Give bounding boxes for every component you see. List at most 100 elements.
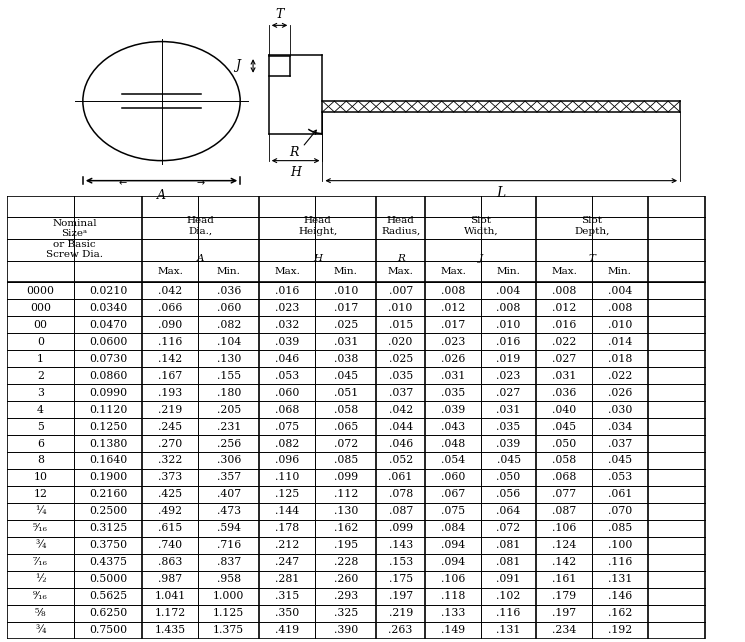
Text: ¾: ¾ <box>35 625 45 636</box>
Text: .075: .075 <box>275 422 299 431</box>
Text: .153: .153 <box>389 557 413 568</box>
Text: 0.2500: 0.2500 <box>89 507 127 516</box>
Text: .056: .056 <box>496 489 521 499</box>
Text: .231: .231 <box>217 422 241 431</box>
Text: .068: .068 <box>275 404 299 415</box>
Text: 0.2160: 0.2160 <box>89 489 127 499</box>
Text: .102: .102 <box>496 591 521 602</box>
Text: .054: .054 <box>441 455 465 465</box>
Text: R: R <box>289 146 299 159</box>
Text: ¾: ¾ <box>35 541 45 550</box>
Text: .040: .040 <box>552 404 577 415</box>
Text: .270: .270 <box>158 438 183 449</box>
Text: 1.435: 1.435 <box>155 625 186 636</box>
Text: 10: 10 <box>34 473 48 483</box>
Text: 2: 2 <box>37 370 44 381</box>
Text: ⅝: ⅝ <box>35 609 45 618</box>
Text: .004: .004 <box>608 286 632 296</box>
Text: .106: .106 <box>441 575 465 584</box>
Text: .594: .594 <box>217 523 241 534</box>
Text: 1.000: 1.000 <box>213 591 244 602</box>
Text: .043: .043 <box>441 422 465 431</box>
Text: 0.5625: 0.5625 <box>89 591 127 602</box>
Text: 0.0470: 0.0470 <box>89 320 127 329</box>
Text: ⁵⁄₁₆: ⁵⁄₁₆ <box>33 523 48 534</box>
Text: .027: .027 <box>496 388 521 397</box>
Text: .045: .045 <box>608 455 632 465</box>
Text: .017: .017 <box>334 302 358 313</box>
Text: .234: .234 <box>552 625 577 636</box>
Text: 0.1250: 0.1250 <box>89 422 127 431</box>
Text: .008: .008 <box>496 302 521 313</box>
Text: .118: .118 <box>441 591 465 602</box>
Text: 3: 3 <box>37 388 44 397</box>
Text: .061: .061 <box>388 473 413 483</box>
Text: .106: .106 <box>552 523 577 534</box>
Text: .012: .012 <box>441 302 465 313</box>
Text: J: J <box>479 254 483 263</box>
Text: .058: .058 <box>334 404 358 415</box>
Text: 0.3750: 0.3750 <box>89 541 127 550</box>
Text: .035: .035 <box>389 370 413 381</box>
Text: Max.: Max. <box>387 267 413 276</box>
Text: .026: .026 <box>441 354 465 363</box>
Text: .260: .260 <box>334 575 358 584</box>
Text: 0.1120: 0.1120 <box>89 404 127 415</box>
Text: ⁹⁄₁₆: ⁹⁄₁₆ <box>33 591 48 602</box>
Text: .023: .023 <box>441 336 465 347</box>
Text: .096: .096 <box>275 455 299 465</box>
Text: .058: .058 <box>552 455 577 465</box>
Text: .016: .016 <box>496 336 521 347</box>
Text: .133: .133 <box>441 609 465 618</box>
Text: .256: .256 <box>217 438 241 449</box>
Text: 5: 5 <box>37 422 44 431</box>
Text: .036: .036 <box>217 286 241 296</box>
Text: .082: .082 <box>217 320 241 329</box>
Text: Head
Dia.,: Head Dia., <box>187 216 215 236</box>
Text: 1: 1 <box>37 354 44 363</box>
Text: .958: .958 <box>217 575 241 584</box>
Text: .060: .060 <box>217 302 241 313</box>
Text: .146: .146 <box>608 591 632 602</box>
Text: .492: .492 <box>158 507 183 516</box>
Text: 0.0210: 0.0210 <box>89 286 127 296</box>
Text: Max.: Max. <box>551 267 577 276</box>
Text: .027: .027 <box>552 354 577 363</box>
Text: 6: 6 <box>37 438 44 449</box>
Text: .039: .039 <box>496 438 521 449</box>
Text: .070: .070 <box>608 507 632 516</box>
Text: R: R <box>397 254 405 263</box>
Text: .017: .017 <box>441 320 465 329</box>
Text: 00: 00 <box>34 320 48 329</box>
Text: 0.0990: 0.0990 <box>89 388 127 397</box>
Text: 0000: 0000 <box>26 286 54 296</box>
Text: .023: .023 <box>496 370 521 381</box>
Text: .051: .051 <box>334 388 358 397</box>
Text: H: H <box>313 254 322 263</box>
Text: ½: ½ <box>35 575 45 584</box>
Text: 0.0730: 0.0730 <box>89 354 127 363</box>
Text: .060: .060 <box>441 473 465 483</box>
Text: .022: .022 <box>608 370 632 381</box>
Text: .060: .060 <box>275 388 299 397</box>
Text: 0.3125: 0.3125 <box>89 523 127 534</box>
Text: .125: .125 <box>275 489 299 499</box>
Text: .066: .066 <box>158 302 183 313</box>
Text: .863: .863 <box>158 557 183 568</box>
Text: .042: .042 <box>158 286 183 296</box>
Text: .131: .131 <box>608 575 632 584</box>
Text: 8: 8 <box>37 455 44 465</box>
Text: 0.6250: 0.6250 <box>89 609 127 618</box>
Text: .197: .197 <box>552 609 576 618</box>
Text: .010: .010 <box>608 320 632 329</box>
Text: .067: .067 <box>441 489 465 499</box>
Text: .045: .045 <box>552 422 576 431</box>
Text: .425: .425 <box>158 489 183 499</box>
Text: .390: .390 <box>334 625 358 636</box>
Text: .100: .100 <box>608 541 632 550</box>
Text: .012: .012 <box>552 302 577 313</box>
Text: .031: .031 <box>552 370 577 381</box>
Text: .087: .087 <box>389 507 413 516</box>
Text: .350: .350 <box>275 609 299 618</box>
Text: 1.125: 1.125 <box>213 609 244 618</box>
